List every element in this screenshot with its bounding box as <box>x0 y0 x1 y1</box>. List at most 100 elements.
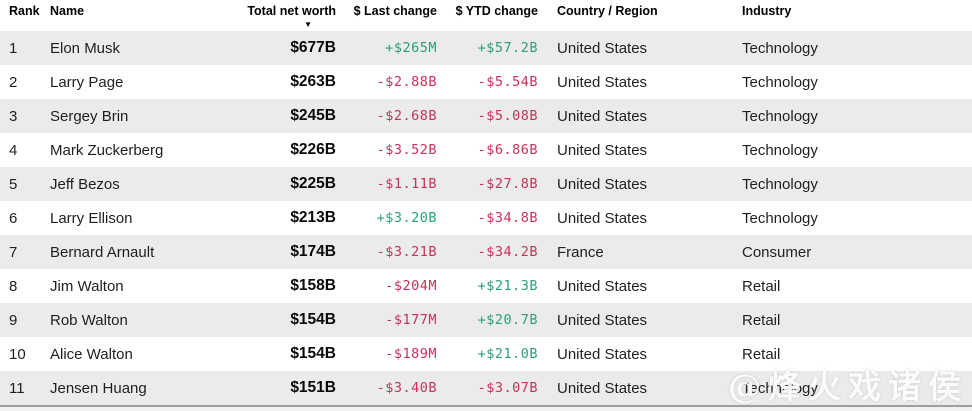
table-row[interactable]: 11 Jensen Huang $151B -$3.40B -$3.07B Un… <box>0 371 972 405</box>
last-change-cell: +$265M <box>385 40 437 56</box>
table-row[interactable]: 8 Jim Walton $158B -$204M +$21.3B United… <box>0 269 972 303</box>
country-cell: United States <box>557 73 648 91</box>
industry-cell: Technology <box>742 141 818 159</box>
industry-cell: Technology <box>742 379 818 397</box>
industry-cell: Retail <box>742 277 781 295</box>
column-header-name[interactable]: Name <box>50 4 85 18</box>
table-row[interactable]: 1 Elon Musk $677B +$265M +$57.2B United … <box>0 31 972 65</box>
ytd-change-cell: -$5.08B <box>477 108 538 124</box>
rank-cell: 7 <box>9 243 18 261</box>
table-bottom-strip <box>0 407 972 411</box>
last-change-cell: -$189M <box>385 346 437 362</box>
net-worth-cell: $151B <box>290 379 336 396</box>
table-row[interactable]: 5 Jeff Bezos $225B -$1.11B -$27.8B Unite… <box>0 167 972 201</box>
column-header-net-worth[interactable]: Total net worth ▼ <box>215 4 336 29</box>
net-worth-cell: $677B <box>290 39 336 56</box>
name-cell[interactable]: Jim Walton <box>50 277 124 295</box>
column-header-industry[interactable]: Industry <box>742 4 792 18</box>
name-cell[interactable]: Jensen Huang <box>50 379 147 397</box>
ytd-change-cell: +$57.2B <box>477 40 538 56</box>
rank-cell: 3 <box>9 107 18 125</box>
last-change-cell: -$1.11B <box>376 176 437 192</box>
ytd-change-cell: -$27.8B <box>477 176 538 192</box>
net-worth-cell: $154B <box>290 311 336 328</box>
rank-cell: 10 <box>9 345 26 363</box>
country-cell: United States <box>557 107 648 125</box>
last-change-cell: -$3.21B <box>376 244 437 260</box>
rank-cell: 1 <box>9 39 18 57</box>
last-change-cell: -$3.40B <box>376 380 437 396</box>
net-worth-cell: $158B <box>290 277 336 294</box>
name-cell[interactable]: Sergey Brin <box>50 107 129 125</box>
rank-cell: 2 <box>9 73 18 91</box>
country-cell: United States <box>557 379 648 397</box>
name-cell[interactable]: Larry Page <box>50 73 124 91</box>
table-row[interactable]: 4 Mark Zuckerberg $226B -$3.52B -$6.86B … <box>0 133 972 167</box>
rank-cell: 8 <box>9 277 18 295</box>
table-header-row: Rank Name Total net worth ▼ $ Last chang… <box>0 0 972 31</box>
ytd-change-cell: -$3.07B <box>477 380 538 396</box>
rank-cell: 6 <box>9 209 18 227</box>
country-cell: France <box>557 243 604 261</box>
industry-cell: Technology <box>742 107 818 125</box>
name-cell[interactable]: Alice Walton <box>50 345 133 363</box>
column-header-net-worth-label: Total net worth <box>247 4 336 18</box>
name-cell[interactable]: Rob Walton <box>50 311 128 329</box>
table-row[interactable]: 2 Larry Page $263B -$2.88B -$5.54B Unite… <box>0 65 972 99</box>
net-worth-cell: $174B <box>290 243 336 260</box>
column-header-ytd-change[interactable]: $ YTD change <box>455 4 538 18</box>
net-worth-cell: $154B <box>290 345 336 362</box>
country-cell: United States <box>557 39 648 57</box>
ytd-change-cell: -$34.8B <box>477 210 538 226</box>
column-header-last-change[interactable]: $ Last change <box>353 4 437 18</box>
table-row[interactable]: 9 Rob Walton $154B -$177M +$20.7B United… <box>0 303 972 337</box>
industry-cell: Technology <box>742 209 818 227</box>
net-worth-cell: $225B <box>290 175 336 192</box>
last-change-cell: -$177M <box>385 312 437 328</box>
table-row[interactable]: 7 Bernard Arnault $174B -$3.21B -$34.2B … <box>0 235 972 269</box>
last-change-cell: -$2.88B <box>376 74 437 90</box>
ytd-change-cell: -$34.2B <box>477 244 538 260</box>
country-cell: United States <box>557 209 648 227</box>
name-cell[interactable]: Larry Ellison <box>50 209 133 227</box>
table-row[interactable]: 3 Sergey Brin $245B -$2.68B -$5.08B Unit… <box>0 99 972 133</box>
industry-cell: Retail <box>742 345 781 363</box>
industry-cell: Technology <box>742 73 818 91</box>
last-change-cell: -$2.68B <box>376 108 437 124</box>
country-cell: United States <box>557 277 648 295</box>
net-worth-cell: $263B <box>290 73 336 90</box>
industry-cell: Technology <box>742 175 818 193</box>
rank-cell: 5 <box>9 175 18 193</box>
sort-desc-icon: ▼ <box>304 20 312 29</box>
table-bottom-border <box>0 405 972 407</box>
industry-cell: Retail <box>742 311 781 329</box>
name-cell[interactable]: Jeff Bezos <box>50 175 120 193</box>
last-change-cell: -$3.52B <box>376 142 437 158</box>
rank-cell: 4 <box>9 141 18 159</box>
column-header-country[interactable]: Country / Region <box>557 4 658 18</box>
ytd-change-cell: +$21.3B <box>477 278 538 294</box>
industry-cell: Consumer <box>742 243 812 261</box>
ytd-change-cell: -$6.86B <box>477 142 538 158</box>
ytd-change-cell: +$21.0B <box>477 346 538 362</box>
table-row[interactable]: 6 Larry Ellison $213B +$3.20B -$34.8B Un… <box>0 201 972 235</box>
net-worth-cell: $213B <box>290 209 336 226</box>
ytd-change-cell: +$20.7B <box>477 312 538 328</box>
ytd-change-cell: -$5.54B <box>477 74 538 90</box>
net-worth-cell: $226B <box>290 141 336 158</box>
name-cell[interactable]: Bernard Arnault <box>50 243 155 261</box>
name-cell[interactable]: Elon Musk <box>50 39 121 57</box>
country-cell: United States <box>557 311 648 329</box>
name-cell[interactable]: Mark Zuckerberg <box>50 141 164 159</box>
table-body: 1 Elon Musk $677B +$265M +$57.2B United … <box>0 31 972 405</box>
column-header-rank[interactable]: Rank <box>9 4 40 18</box>
country-cell: United States <box>557 175 648 193</box>
table-row[interactable]: 10 Alice Walton $154B -$189M +$21.0B Uni… <box>0 337 972 371</box>
last-change-cell: -$204M <box>385 278 437 294</box>
rank-cell: 11 <box>9 379 25 397</box>
industry-cell: Technology <box>742 39 818 57</box>
rank-cell: 9 <box>9 311 18 329</box>
last-change-cell: +$3.20B <box>376 210 437 226</box>
country-cell: United States <box>557 141 648 159</box>
